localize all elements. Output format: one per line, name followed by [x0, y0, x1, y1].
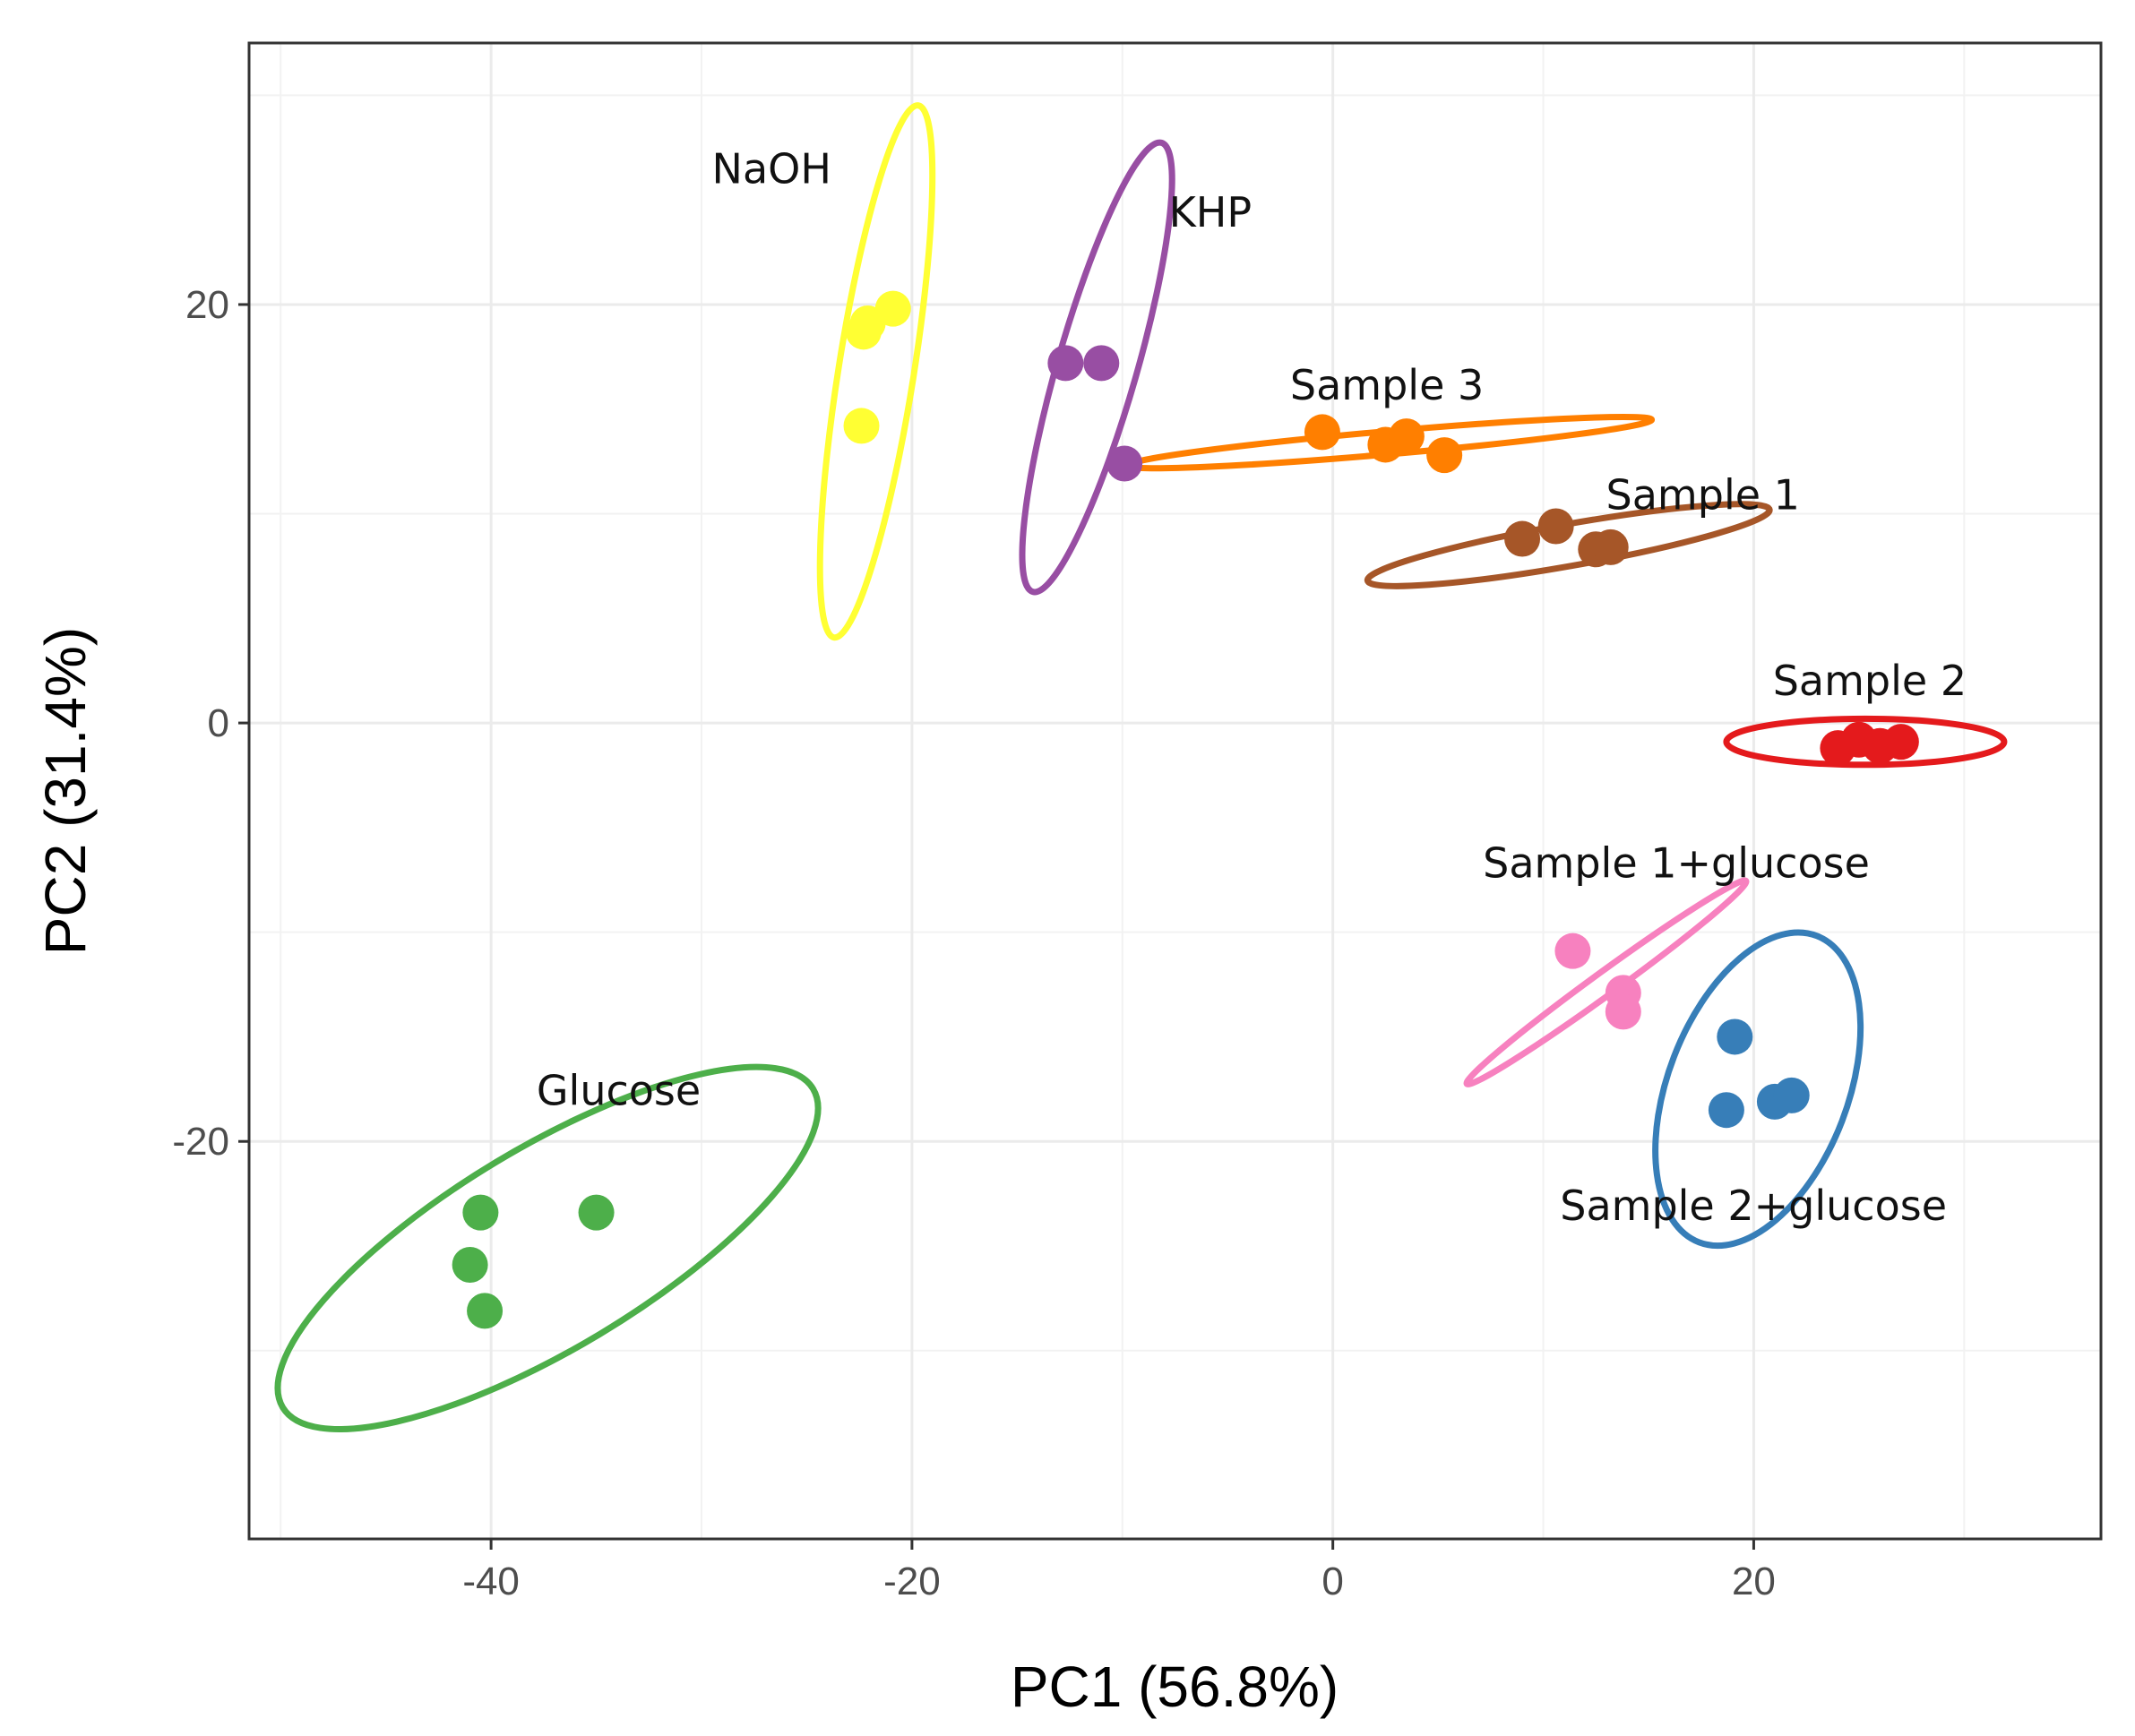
label-sample-1: Sample 1 [1606, 471, 1800, 520]
x-tick-label: -20 [883, 1560, 941, 1603]
point-sample-1-glucose [1554, 932, 1591, 969]
axis-ticks: -40 -20 0 20 -20 0 20 [172, 283, 1776, 1603]
point-glucose [452, 1247, 488, 1284]
label-naoh: NaOH [712, 145, 831, 193]
x-tick-label: 20 [1732, 1560, 1776, 1603]
point-sample-1 [1592, 529, 1629, 565]
point-glucose [578, 1194, 615, 1231]
point-sample-3 [1426, 437, 1463, 474]
point-sample-1-glucose [1605, 993, 1641, 1030]
point-sample-2-glucose [1773, 1077, 1810, 1113]
x-tick-label: -40 [462, 1560, 520, 1603]
plot-panel-border [247, 41, 2103, 1541]
group-labels: NaOH KHP Sample 3 Sample 1 Sample 2 Sample 1+… [537, 145, 1967, 1230]
ellipse-glucose [274, 1063, 822, 1432]
point-sample-2-glucose [1708, 1092, 1744, 1129]
point-glucose [462, 1194, 499, 1231]
x-axis-title: PC1 (56.8%) [1011, 1654, 1339, 1719]
label-sample-2: Sample 2 [1773, 657, 1967, 705]
label-sample-1-glucose: Sample 1+glucose [1483, 839, 1870, 888]
y-tick-label: -20 [172, 1120, 229, 1164]
y-tick-label: 0 [208, 701, 229, 745]
point-khp [1083, 345, 1120, 382]
point-sample-2 [1882, 724, 1919, 761]
point-khp [1106, 445, 1143, 482]
label-sample-3: Sample 3 [1290, 361, 1484, 409]
plot-area: NaOH KHP Sample 3 Sample 1 Sample 2 Sample 1+… [247, 41, 2103, 1541]
label-sample-2-glucose: Sample 2+glucose [1560, 1182, 1947, 1230]
ellipse-sample-2 [1723, 715, 2008, 769]
point-glucose [467, 1293, 504, 1329]
y-axis-title: PC2 (31.4%) [33, 627, 98, 955]
x-tick-label: 0 [1321, 1560, 1343, 1603]
grid-lines [249, 43, 2101, 1539]
label-glucose: Glucose [537, 1066, 701, 1114]
point-khp [1047, 345, 1084, 382]
point-naoh [845, 314, 882, 350]
plot-panel-background [249, 43, 2101, 1539]
ellipse-naoh [816, 102, 936, 641]
y-tick-label: 20 [185, 283, 229, 327]
label-khp: KHP [1169, 188, 1253, 236]
point-sample-1 [1504, 520, 1541, 557]
point-sample-3 [1304, 414, 1340, 451]
point-sample-1 [1537, 508, 1574, 545]
point-sample-3 [1388, 418, 1425, 455]
ellipse-sample-2-glucose [1652, 929, 1864, 1250]
point-naoh [874, 290, 911, 327]
data-points [452, 290, 1919, 1329]
point-naoh [843, 408, 880, 444]
point-sample-2-glucose [1717, 1018, 1753, 1055]
